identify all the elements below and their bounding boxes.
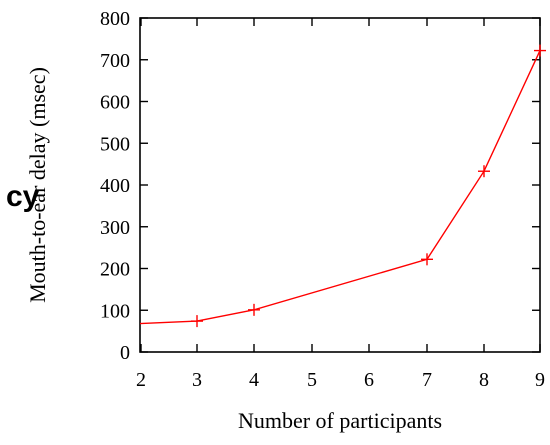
- y-tick-label: 800: [100, 8, 130, 30]
- x-tick-label: 8: [479, 369, 489, 391]
- x-tick-label: 6: [364, 369, 374, 391]
- y-axis-label: Mouth-to-ear delay (msec): [25, 67, 50, 303]
- axes: [139, 17, 541, 353]
- x-tick-label: 9: [535, 369, 545, 391]
- data-point-marker: [478, 165, 490, 178]
- ticks: 0 100 200 300 400 500 600 700 800 2 3 4 5 6 7 8 9: [100, 8, 545, 391]
- x-tick-label: 7: [422, 369, 432, 391]
- data-point-marker: [534, 44, 546, 57]
- plot-frame: [139, 17, 541, 353]
- y-tick-label: 400: [100, 175, 130, 197]
- series-layer: [139, 44, 546, 328]
- y-tick-label: 0: [120, 342, 130, 364]
- data-point-marker: [421, 253, 433, 266]
- y-tick-label: 600: [100, 92, 130, 114]
- series-line: [139, 50, 541, 325]
- y-tick-label: 100: [100, 300, 130, 322]
- data-series: [139, 44, 546, 328]
- x-tick-label: 4: [249, 369, 259, 391]
- y-tick-label: 700: [100, 50, 130, 72]
- y-tick-label: 200: [100, 259, 130, 281]
- y-tick-label: 300: [100, 217, 130, 239]
- x-axis-label: Number of participants: [238, 408, 442, 433]
- y-tick-label: 500: [100, 133, 130, 155]
- data-point-marker: [248, 303, 260, 316]
- overlay-text-fragment: cy: [6, 180, 40, 213]
- x-tick-label: 5: [307, 369, 317, 391]
- x-tick-label: 2: [136, 369, 146, 391]
- x-tick-label: 3: [192, 369, 202, 391]
- data-point-marker: [191, 315, 203, 328]
